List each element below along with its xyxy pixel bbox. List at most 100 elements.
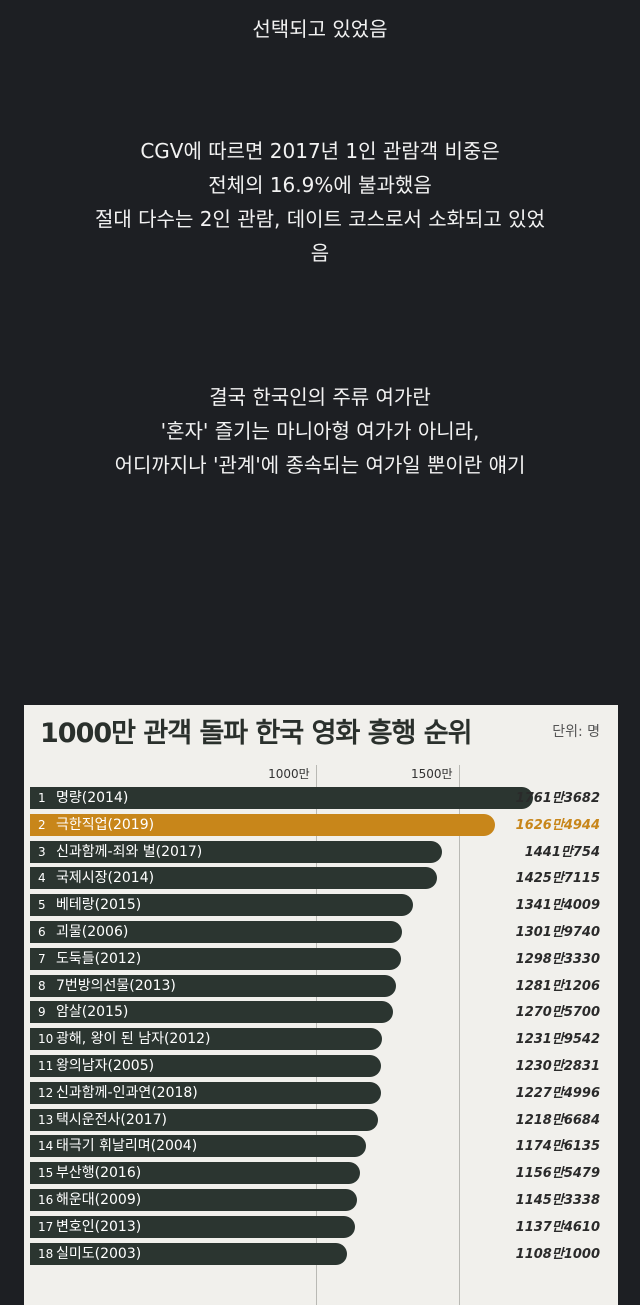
audience-value-label: 1626만4944 (515, 817, 600, 833)
bar-label: 6 괴물(2006) (38, 922, 128, 942)
chart-row: 1 명량(2014) 1761만3682 (30, 785, 614, 809)
rank-number: 10 (38, 1032, 54, 1047)
chart-bar (30, 813, 495, 836)
rank-number: 1 (38, 791, 46, 805)
rank-number: 9 (38, 1005, 46, 1020)
chart-row: 3 신과함께-죄와 벌(2017) 1441만754 (30, 839, 614, 863)
rank-number: 12 (38, 1085, 54, 1100)
bar-label: 3 신과함께-죄와 벌(2017) (38, 842, 202, 862)
chart-bar (30, 947, 401, 970)
movie-title: 극한직업(2019) (56, 816, 155, 833)
audience-value-label: 1761만3682 (515, 791, 600, 806)
movie-title: 명량(2014) (56, 790, 129, 806)
audience-value-label: 1174만6135 (515, 1139, 600, 1155)
movie-title: 해운대(2009) (56, 1192, 142, 1208)
rank-number: 16 (38, 1193, 54, 1207)
chart-bar (30, 1081, 381, 1104)
chart-row: 12 신과함께-인과연(2018) 1227만4996 (30, 1080, 614, 1104)
chart-bar (30, 1055, 382, 1077)
audience-value-label: 1441만754 (524, 844, 600, 860)
rank-number: 13 (38, 1112, 54, 1127)
audience-value-label: 1231만9542 (515, 1032, 600, 1048)
chart-row: 16 해운대(2009) 1145만3338 (30, 1187, 614, 1211)
chart-bar (30, 1135, 366, 1158)
chart-row: 15 부산행(2016) 1156만5479 (30, 1160, 614, 1185)
chart-row: 8 7번방의선물(2013) 1281만1206 (30, 973, 614, 997)
chart-row: 7 도둑들(2012) 1298만3330 (30, 946, 614, 970)
paragraph-line: CGV에 따르면 2017년 1인 관람객 비중은 (140, 139, 500, 163)
movie-title: 도둑들(2012) (56, 950, 142, 967)
audience-value-label: 1270만5700 (515, 1005, 600, 1021)
audience-value-label: 1227만4996 (515, 1085, 600, 1101)
bar-label: 4 국제시장(2014) (38, 868, 154, 888)
bar-label: 9 암살(2015) (38, 1002, 128, 1022)
chart-bar (30, 787, 534, 809)
chart-unit-label: 단위: 명 (552, 724, 600, 740)
chart-bar (30, 974, 397, 997)
movie-title: 암살(2015) (56, 1004, 129, 1021)
bar-label: 16 해운대(2009) (38, 1190, 141, 1210)
movie-title: 왕의남자(2005) (56, 1058, 155, 1074)
chart-row: 13 택시운전사(2017) 1218만6684 (30, 1107, 614, 1131)
chart-row: 4 국제시장(2014) 1425만7115 (30, 865, 614, 890)
paragraph-1: 선택되고 있었음 (0, 12, 640, 46)
chart-row: 14 태극기 휘날리며(2004) 1174만6135 (30, 1133, 614, 1158)
rank-number: 17 (38, 1219, 54, 1234)
chart-bar (30, 1001, 393, 1024)
bar-label: 15 부산행(2016) (38, 1163, 141, 1183)
paragraph-3: 결국 한국인의 주류 여가란 '혼자' 즐기는 마니아형 여가가 아니라, 어디… (0, 380, 640, 482)
paragraph-line: 선택되고 있었음 (252, 17, 388, 41)
audience-value-label: 1281만1206 (515, 978, 600, 994)
rank-number: 15 (38, 1166, 54, 1181)
chart-row: 17 변호인(2013) 1137만4610 (30, 1214, 614, 1238)
movie-title: 괴물(2006) (56, 924, 129, 940)
chart-row: 10 광해, 왕이 된 남자(2012) 1231만9542 (30, 1026, 614, 1051)
rank-number: 2 (38, 817, 46, 832)
paragraph-line: '혼자' 즐기는 마니아형 여가가 아니라, (160, 419, 480, 443)
movie-title: 신과함께-인과연(2018) (56, 1084, 198, 1101)
axis-tick-line (458, 765, 460, 1305)
audience-value-label: 1230만2831 (515, 1059, 600, 1074)
rank-number: 4 (38, 871, 46, 886)
chart-bar (30, 1108, 379, 1131)
movie-title: 태극기 휘날리며(2004) (56, 1138, 198, 1155)
bar-label: 10 광해, 왕이 된 남자(2012) (38, 1029, 211, 1049)
bar-label: 7 도둑들(2012) (38, 949, 141, 969)
rank-number: 5 (38, 898, 46, 913)
rank-number: 7 (38, 951, 46, 966)
paragraph-line: 결국 한국인의 주류 여가란 (209, 385, 431, 409)
chart-bar (30, 1028, 382, 1051)
bar-label: 11 왕의남자(2005) (38, 1056, 154, 1076)
chart-row: 9 암살(2015) 1270만5700 (30, 999, 614, 1024)
movie-title: 광해, 왕이 된 남자(2012) (56, 1031, 211, 1048)
movie-title: 베테랑(2015) (56, 897, 142, 914)
chart-bar (30, 921, 402, 943)
chart-bar (30, 894, 414, 917)
chart-row: 6 괴물(2006) 1301만9740 (30, 919, 614, 943)
paragraph-line: 음 (310, 241, 330, 265)
rank-number: 6 (38, 925, 46, 939)
rank-number: 18 (38, 1246, 54, 1261)
bar-label: 1 명량(2014) (38, 788, 128, 808)
rank-number: 14 (38, 1139, 54, 1154)
bar-label: 14 태극기 휘날리며(2004) (38, 1136, 197, 1156)
rank-number: 3 (38, 844, 46, 859)
chart-row: 5 베테랑(2015) 1341만4009 (30, 892, 614, 917)
axis-tick-label: 1500만 (410, 767, 453, 781)
audience-value-label: 1301만9740 (515, 925, 600, 940)
chart-bar (30, 840, 442, 863)
movie-title: 신과함께-죄와 벌(2017) (56, 843, 203, 860)
rank-number: 11 (38, 1059, 54, 1073)
bar-label: 18 실미도(2003) (38, 1244, 141, 1264)
bar-label: 13 택시운전사(2017) (38, 1110, 167, 1130)
chart-bar (30, 1162, 361, 1185)
chart-row: 18 실미도(2003) 1108만1000 (30, 1241, 614, 1265)
rank-number: 8 (38, 978, 46, 993)
movie-title: 실미도(2003) (56, 1245, 142, 1262)
chart-bar (30, 1242, 347, 1265)
bar-label: 8 7번방의선물(2013) (38, 976, 176, 996)
movie-title: 7번방의선물(2013) (56, 977, 176, 994)
chart-row: 2 극한직업(2019) 1626만4944 (30, 812, 614, 836)
chart-bar (30, 1189, 358, 1211)
audience-value-label: 1341만4009 (515, 898, 600, 914)
